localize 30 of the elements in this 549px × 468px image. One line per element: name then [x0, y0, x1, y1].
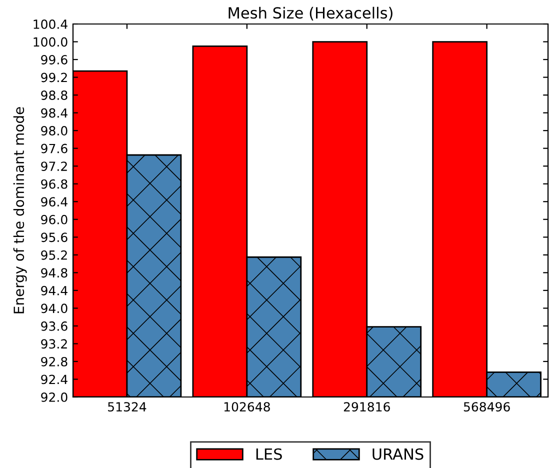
y-tick-label: 93.6: [41, 321, 68, 331]
x-tick-label: 102648: [224, 402, 270, 412]
x-tick-label: 51324: [108, 402, 146, 412]
y-tick-label: 99.6: [41, 54, 68, 64]
y-tick-label: 96.8: [41, 179, 68, 189]
legend-label: LES: [256, 448, 282, 460]
y-tick-label: 98.4: [41, 108, 68, 118]
y-tick-label: 96.0: [41, 214, 68, 224]
y-tick-label: 100.4: [34, 19, 68, 29]
y-tick-label: 98.8: [41, 90, 68, 100]
y-tick-label: 92.4: [41, 374, 68, 384]
y-tick-label: 97.2: [41, 162, 67, 172]
y-tick-label: 99.2: [41, 72, 67, 82]
y-tick-label: 93.2: [41, 339, 67, 349]
y-tick-label: 95.2: [41, 250, 67, 260]
chart-title: Mesh Size (Hexacells): [228, 6, 392, 20]
y-tick-label: 100.0: [34, 37, 68, 47]
x-tick-label: 568496: [464, 402, 510, 412]
y-tick-label: 96.4: [41, 197, 68, 207]
y-tick-label: 97.6: [41, 144, 68, 154]
y-tick-label: 94.0: [41, 304, 68, 314]
y-axis-title: Energy of the dominant mode: [13, 107, 27, 314]
y-tick-label: 95.6: [41, 232, 68, 242]
y-tick-label: 94.4: [41, 286, 68, 296]
y-tick-label: 92.8: [41, 356, 68, 366]
legend-label: URANS: [372, 448, 424, 460]
x-tick-label: 291816: [344, 402, 390, 412]
y-tick-label: 98.0: [41, 126, 68, 136]
y-tick-label: 92.0: [41, 392, 68, 402]
y-tick-label: 94.8: [41, 268, 68, 278]
